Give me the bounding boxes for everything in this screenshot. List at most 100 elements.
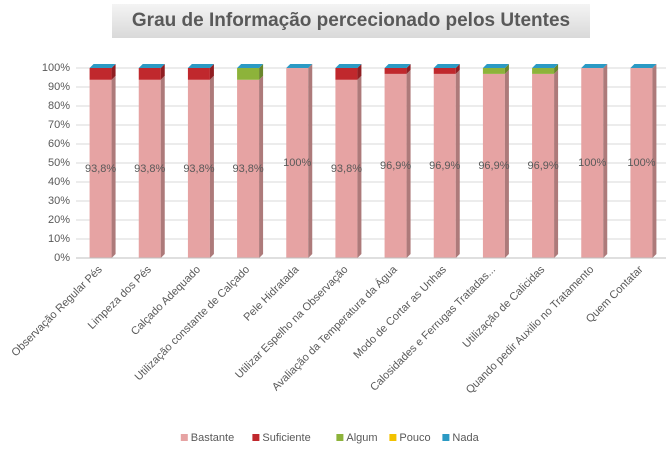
y-tick-label: 40% bbox=[48, 176, 70, 188]
bar-top bbox=[581, 64, 608, 68]
bar-side bbox=[357, 64, 362, 80]
y-tick-label: 100% bbox=[42, 62, 70, 74]
bar-segment bbox=[433, 69, 460, 258]
bar-front bbox=[138, 68, 161, 80]
chart-title: Grau de Informação percecionado pelos Ut… bbox=[132, 10, 570, 31]
y-tick-label: 80% bbox=[48, 100, 70, 112]
data-label: 100% bbox=[578, 157, 606, 169]
bar-segment bbox=[581, 64, 608, 258]
bar-segment bbox=[335, 75, 362, 258]
bar-top bbox=[286, 64, 313, 68]
legend-swatch bbox=[336, 434, 344, 441]
bar-top bbox=[532, 64, 559, 68]
data-label: 96,9% bbox=[429, 160, 460, 172]
bar-front bbox=[335, 68, 358, 80]
bar-side bbox=[111, 75, 116, 258]
bar-side bbox=[111, 64, 116, 80]
bar-segment bbox=[532, 69, 559, 258]
y-tick-label: 0% bbox=[54, 252, 70, 264]
bar-front bbox=[532, 73, 555, 258]
bar-front bbox=[532, 68, 555, 74]
y-tick-label: 50% bbox=[48, 157, 70, 169]
y-tick-label: 70% bbox=[48, 119, 70, 131]
bar-side bbox=[455, 69, 460, 258]
bar-segment bbox=[384, 69, 411, 258]
legend-swatch bbox=[389, 434, 397, 441]
bar-segment bbox=[433, 64, 460, 74]
bar-top bbox=[384, 64, 411, 68]
bar-side bbox=[554, 69, 559, 258]
bar-top bbox=[335, 64, 362, 68]
data-label: 93,8% bbox=[134, 163, 165, 175]
legend-swatch bbox=[252, 434, 260, 441]
bar-top bbox=[138, 64, 165, 68]
bar-segment bbox=[286, 64, 313, 258]
bar-segment bbox=[89, 75, 116, 258]
bar-segment bbox=[187, 75, 214, 258]
legend-label: Nada bbox=[452, 432, 479, 444]
bar-segment bbox=[384, 64, 411, 74]
bar-side bbox=[209, 75, 214, 258]
bar-side bbox=[504, 69, 509, 258]
title-box bbox=[112, 4, 590, 38]
y-tick-label: 20% bbox=[48, 214, 70, 226]
data-label: 96,9% bbox=[527, 160, 558, 172]
legend-label: Bastante bbox=[191, 432, 234, 444]
bar-front bbox=[138, 79, 161, 258]
data-label: 93,8% bbox=[232, 163, 263, 175]
data-label: 96,9% bbox=[478, 160, 509, 172]
bar-front bbox=[630, 68, 653, 258]
y-tick-label: 90% bbox=[48, 81, 70, 93]
y-tick-label: 30% bbox=[48, 195, 70, 207]
x-tick-label: Modo de Cortar as Unhas bbox=[351, 263, 449, 361]
bar-side bbox=[652, 64, 657, 258]
data-label: 93,8% bbox=[85, 163, 116, 175]
bar-side bbox=[259, 64, 264, 80]
bar-segment bbox=[89, 64, 116, 80]
bar-front bbox=[482, 68, 505, 74]
bar-segment bbox=[187, 64, 214, 80]
bar-segment bbox=[482, 64, 509, 74]
bar-side bbox=[554, 64, 559, 74]
bar-side bbox=[603, 64, 608, 258]
bar-front bbox=[335, 79, 358, 258]
bar-side bbox=[259, 75, 264, 258]
bar-front bbox=[482, 73, 505, 258]
bar-top bbox=[482, 64, 509, 68]
x-tick-label: Observação Regular Pés bbox=[9, 263, 105, 359]
bar-segment bbox=[482, 69, 509, 258]
bar-segment bbox=[630, 64, 657, 258]
data-label: 93,8% bbox=[331, 163, 362, 175]
legend-swatch bbox=[180, 434, 188, 441]
bar-side bbox=[406, 64, 411, 74]
bar-top bbox=[433, 64, 460, 68]
bar-front bbox=[384, 73, 407, 258]
y-tick-label: 60% bbox=[48, 138, 70, 150]
bar-segment bbox=[138, 75, 165, 258]
bar-side bbox=[406, 69, 411, 258]
bar-side bbox=[160, 75, 165, 258]
bar-segment bbox=[237, 75, 264, 258]
legend-swatch bbox=[442, 434, 450, 441]
bar-segment bbox=[138, 64, 165, 80]
bar-segment bbox=[532, 64, 559, 74]
bar-side bbox=[209, 64, 214, 80]
bar-front bbox=[237, 79, 260, 258]
bar-front bbox=[286, 68, 309, 258]
bar-side bbox=[160, 64, 165, 80]
bar-front bbox=[433, 68, 456, 74]
bar-front bbox=[187, 68, 210, 80]
legend-label: Suficiente bbox=[262, 432, 310, 444]
bar-front bbox=[89, 68, 112, 80]
bar-front bbox=[187, 79, 210, 258]
bar-top bbox=[89, 64, 116, 68]
bar-front bbox=[581, 68, 604, 258]
bar-segment bbox=[335, 64, 362, 80]
bar-front bbox=[237, 68, 260, 80]
y-tick-label: 10% bbox=[48, 233, 70, 245]
data-label: 100% bbox=[283, 157, 311, 169]
bar-top bbox=[630, 64, 657, 68]
bar-side bbox=[455, 64, 460, 74]
bar-top bbox=[237, 64, 264, 68]
